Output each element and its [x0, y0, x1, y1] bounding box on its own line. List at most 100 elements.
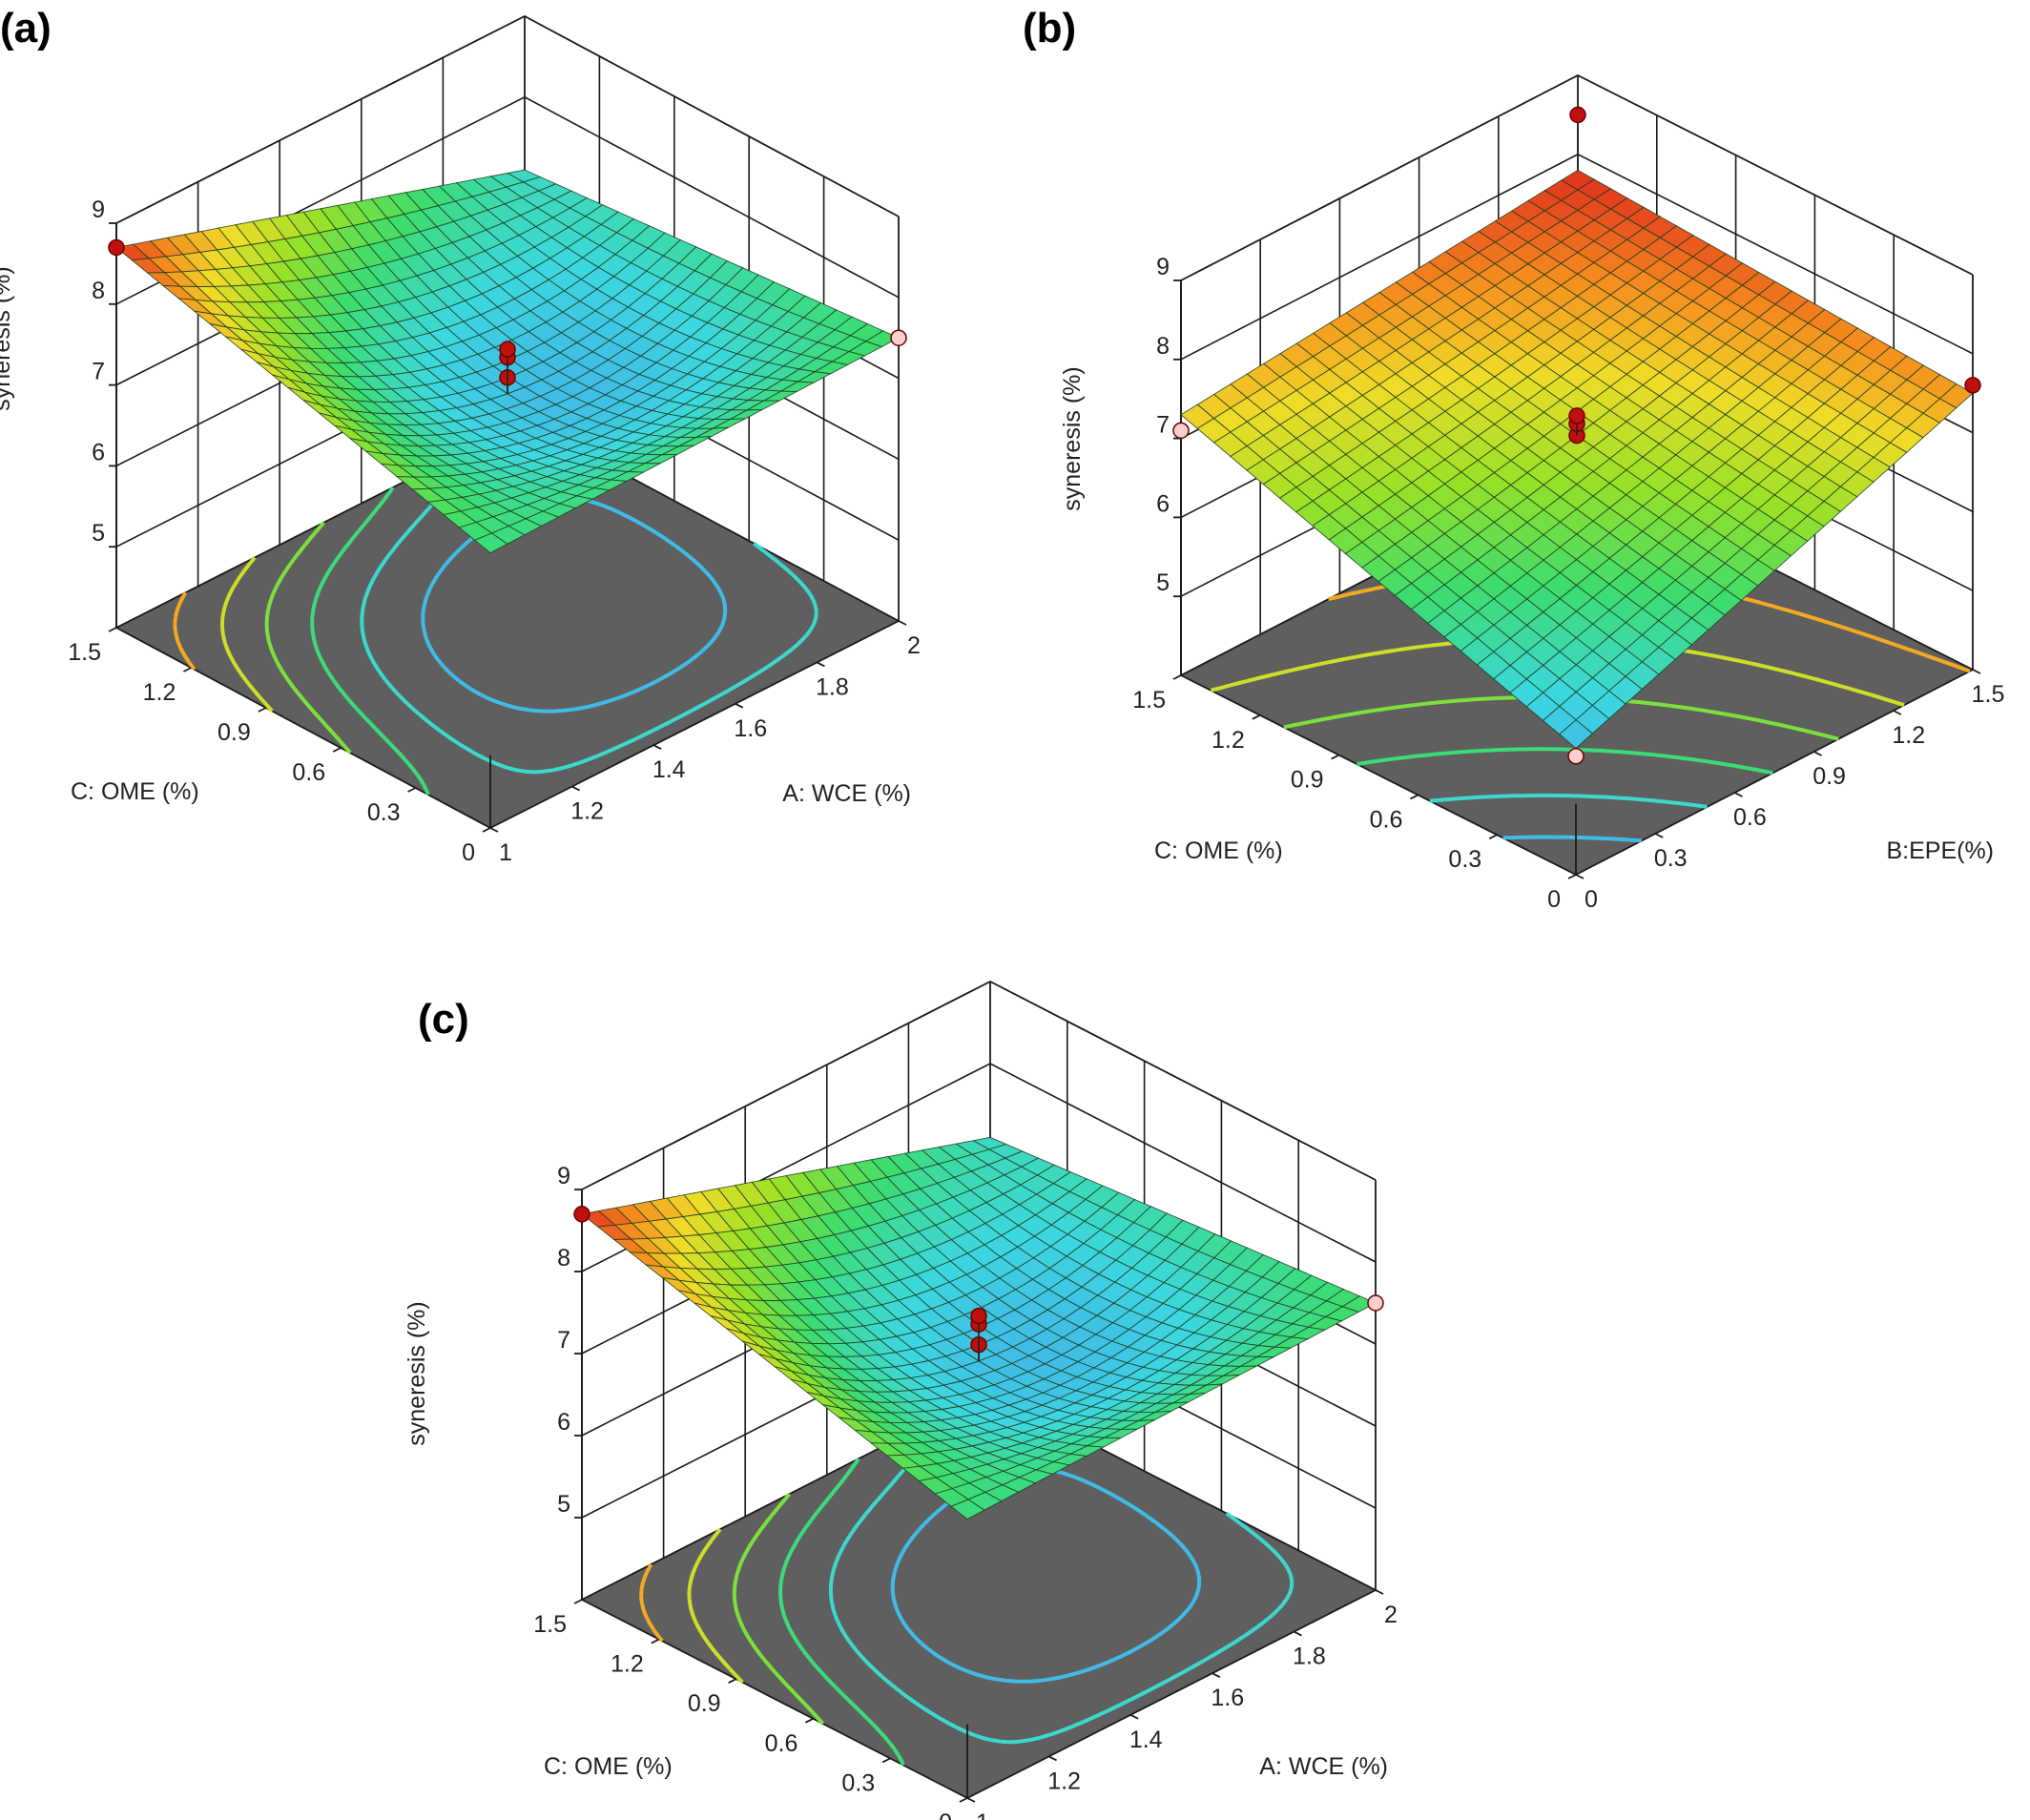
z-axis-title: syneresis (%) — [0, 266, 15, 410]
design-point — [1172, 422, 1190, 440]
x-tick-label: 2 — [1384, 1602, 1398, 1628]
contour-lines — [173, 451, 818, 796]
z-tick-label: 7 — [92, 359, 105, 385]
design-point — [1367, 1294, 1384, 1312]
design-points — [108, 238, 907, 394]
y-tick-label: 0.9 — [1291, 767, 1324, 794]
z-tick-label: 9 — [557, 1163, 570, 1189]
y-tick-label: 0.9 — [688, 1690, 721, 1717]
z-tick-label: 5 — [92, 520, 105, 547]
y-tick-label: 1.2 — [1212, 727, 1245, 754]
contour-line — [264, 521, 352, 755]
x-tick-label: 1.8 — [816, 673, 849, 700]
y-tick-mark — [108, 627, 117, 632]
x-tick-mark — [1048, 1755, 1058, 1762]
y-tick-label: 0.3 — [841, 1769, 875, 1796]
z-tick-label: 6 — [92, 439, 105, 465]
y-tick-mark — [482, 827, 491, 833]
z-tick-label: 8 — [92, 278, 105, 304]
x-tick-label: 1.5 — [1972, 681, 2005, 708]
contour-line — [310, 486, 430, 796]
y-tick-mark — [182, 667, 192, 672]
z-ticks: 5 6 7 8 9 — [92, 196, 116, 548]
y-tick-mark — [407, 787, 417, 793]
y-tick-mark — [881, 1757, 891, 1764]
z-ticks: 5 6 7 8 9 — [557, 1163, 582, 1519]
design-points — [1172, 106, 1981, 765]
x-tick-mark — [1813, 751, 1823, 756]
contour-line — [732, 1492, 825, 1726]
x-axis-title: A: WCE (%) — [1259, 1753, 1388, 1780]
x-tick-label: 0.6 — [1733, 804, 1767, 831]
y-tick-mark — [1409, 794, 1419, 800]
y-tick-label: 0 — [462, 839, 475, 866]
z-tick-label: 6 — [1156, 490, 1170, 517]
z-tick-label: 7 — [557, 1327, 570, 1354]
z-tick-label: 5 — [1156, 569, 1170, 596]
x-tick-mark — [1654, 833, 1664, 838]
x-tick-mark — [1293, 1630, 1302, 1637]
contour-line — [778, 1458, 905, 1767]
y-tick-label: 0.6 — [765, 1730, 798, 1757]
contour-line — [639, 1563, 664, 1643]
y-axis-title: C: OME (%) — [544, 1753, 673, 1780]
panel-label: (c) — [418, 996, 469, 1043]
y-ticks: 0 0.3 0.6 0.9 1.2 1.5 — [533, 1599, 968, 1820]
y-tick-label: 0.9 — [218, 719, 251, 746]
z-axis-title: syneresis (%) — [1059, 366, 1086, 510]
design-point — [499, 341, 516, 358]
wall-top-edge — [581, 980, 1377, 1190]
x-tick-label: 1.8 — [1293, 1644, 1326, 1670]
design-point — [108, 238, 125, 257]
design-point — [1568, 407, 1585, 424]
x-tick-label: 2 — [907, 632, 921, 659]
x-tick-label: 1.6 — [1211, 1685, 1244, 1711]
y-tick-label: 1.5 — [1132, 687, 1166, 714]
y-tick-mark — [258, 707, 267, 713]
response-surface — [580, 1136, 1378, 1520]
y-axis-title: C: OME (%) — [1154, 838, 1283, 864]
x-tick-mark — [735, 702, 744, 709]
x-tick-label: 0.3 — [1654, 845, 1688, 872]
y-tick-label: 1.2 — [143, 679, 176, 706]
x-tick-mark — [1575, 874, 1585, 879]
x-tick-mark — [571, 785, 581, 792]
contour-line — [1357, 747, 1773, 776]
surface-cell — [1559, 719, 1593, 750]
z-tick-label: 5 — [557, 1491, 570, 1518]
y-tick-label: 1.5 — [68, 639, 101, 666]
wall-top-edge — [1180, 73, 1974, 281]
surface-cell — [473, 532, 508, 554]
design-point — [573, 1206, 590, 1223]
x-tick-mark — [966, 1797, 976, 1803]
design-point — [1567, 748, 1585, 765]
design-point — [1569, 106, 1586, 124]
panel-label: (b) — [1023, 5, 1076, 52]
x-tick-mark — [1129, 1713, 1139, 1720]
y-tick-mark — [1252, 714, 1261, 720]
y-tick-label: 0.6 — [1370, 806, 1403, 833]
y-tick-mark — [573, 1599, 583, 1604]
surface-cell — [950, 1499, 985, 1520]
y-tick-mark — [1488, 834, 1498, 840]
z-axis-title: syneresis (%) — [404, 1301, 430, 1445]
y-tick-mark — [1172, 674, 1182, 680]
panel-a: (a) 5 6 7 8 9 1 1.2 1.4 1.6 1.8 2 0 0.3 0.6 0.9 1.2 1.5 s… — [0, 5, 921, 866]
design-points — [573, 1206, 1384, 1361]
x-ticks: 0 0.3 0.6 0.9 1.2 1.5 — [1575, 669, 2005, 913]
x-axis-title: A: WCE (%) — [782, 780, 911, 807]
y-tick-label: 0 — [1547, 886, 1561, 913]
wall-top-edge — [115, 14, 900, 224]
design-point — [1964, 377, 1981, 394]
y-tick-mark — [959, 1797, 968, 1803]
x-tick-mark — [1212, 1672, 1221, 1679]
y-tick-label: 0.3 — [367, 799, 401, 826]
x-tick-label: 1.2 — [570, 798, 604, 825]
y-tick-mark — [728, 1678, 737, 1685]
x-tick-mark — [489, 827, 499, 833]
z-tick-label: 9 — [1156, 254, 1170, 280]
panel-b: (b) 5 6 7 8 9 0 0.3 0.6 0.9 1.2 1.5 0 0.3 0.6 0.9 1.2 1.… — [1023, 5, 2004, 913]
y-tick-label: 1.2 — [611, 1651, 644, 1678]
x-tick-label: 0.9 — [1812, 763, 1846, 790]
